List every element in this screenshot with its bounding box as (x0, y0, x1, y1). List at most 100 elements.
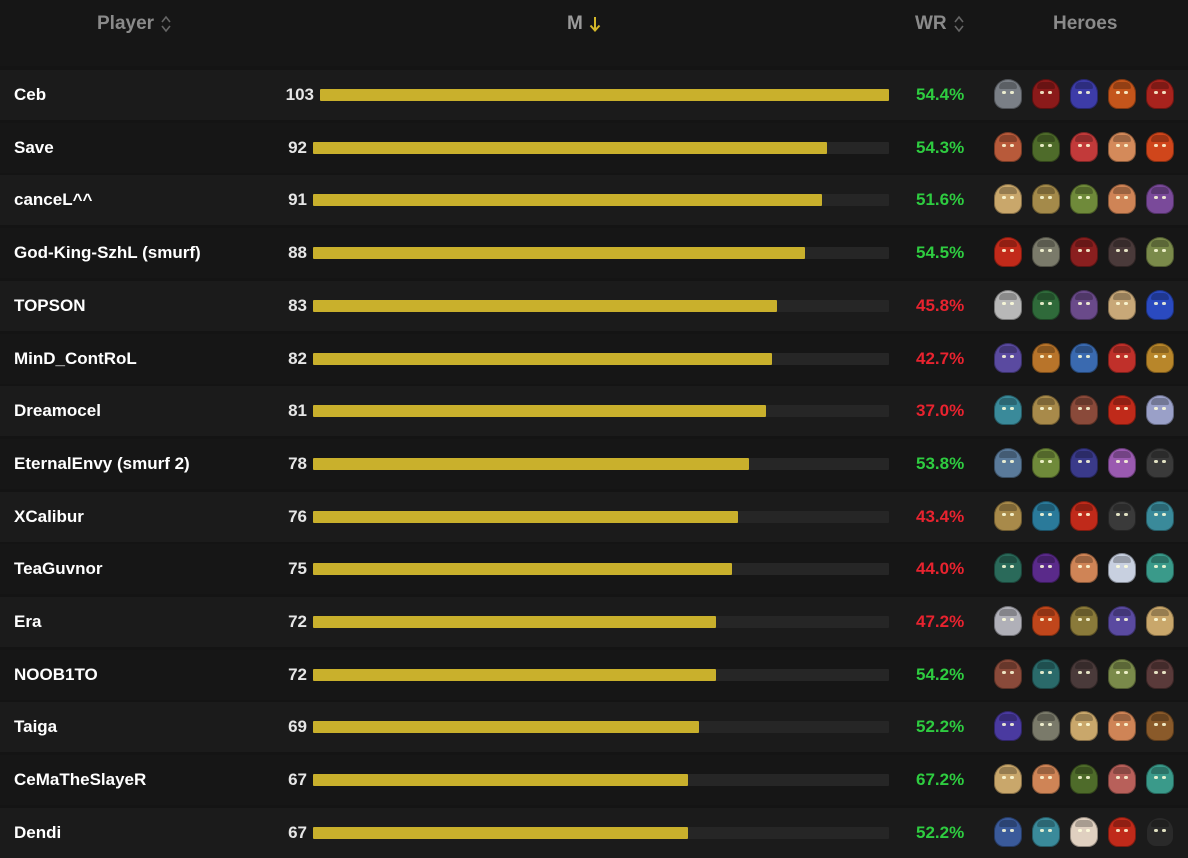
hero-icon[interactable] (1070, 343, 1098, 373)
hero-icon[interactable] (1070, 817, 1098, 847)
hero-icon[interactable] (994, 237, 1022, 267)
hero-icon[interactable] (1070, 132, 1098, 162)
hero-icon[interactable] (994, 553, 1022, 583)
hero-icon[interactable] (1146, 290, 1174, 320)
table-row[interactable]: Era 72 47.2% (0, 597, 1188, 647)
hero-icon[interactable] (1032, 606, 1060, 636)
hero-icon[interactable] (1032, 184, 1060, 214)
hero-icon[interactable] (1146, 501, 1174, 531)
hero-icon[interactable] (994, 501, 1022, 531)
player-name[interactable]: TOPSON (14, 296, 86, 315)
hero-icon[interactable] (1108, 764, 1136, 794)
table-row[interactable]: XCalibur 76 43.4% (0, 492, 1188, 542)
hero-icon[interactable] (1032, 343, 1060, 373)
hero-icon[interactable] (1108, 290, 1136, 320)
player-name[interactable]: canceL^^ (14, 190, 93, 209)
player-name[interactable]: NOOB1TO (14, 665, 98, 684)
player-name[interactable]: Save (14, 138, 54, 157)
hero-icon[interactable] (994, 659, 1022, 689)
hero-icon[interactable] (1146, 711, 1174, 741)
player-name[interactable]: TeaGuvnor (14, 559, 103, 578)
player-name[interactable]: EternalEnvy (smurf 2) (14, 454, 190, 473)
player-name[interactable]: God-King-SzhL (smurf) (14, 243, 201, 262)
column-header-matches[interactable]: M (567, 12, 601, 36)
hero-icon[interactable] (1070, 237, 1098, 267)
hero-icon[interactable] (1070, 553, 1098, 583)
hero-icon[interactable] (1108, 659, 1136, 689)
hero-icon[interactable] (1070, 448, 1098, 478)
hero-icon[interactable] (994, 764, 1022, 794)
hero-icon[interactable] (1146, 817, 1174, 847)
player-name[interactable]: Ceb (14, 85, 47, 104)
hero-icon[interactable] (1108, 79, 1136, 109)
hero-icon[interactable] (994, 395, 1022, 425)
hero-icon[interactable] (1070, 395, 1098, 425)
hero-icon[interactable] (1108, 501, 1136, 531)
hero-icon[interactable] (1108, 606, 1136, 636)
hero-icon[interactable] (1032, 501, 1060, 531)
hero-icon[interactable] (1032, 290, 1060, 320)
hero-icon[interactable] (994, 184, 1022, 214)
table-row[interactable]: TOPSON 83 45.8% (0, 281, 1188, 331)
player-name[interactable]: Dreamocel (14, 401, 101, 420)
hero-icon[interactable] (994, 290, 1022, 320)
hero-icon[interactable] (1146, 659, 1174, 689)
hero-icon[interactable] (1108, 448, 1136, 478)
table-row[interactable]: canceL^^ 91 51.6% (0, 175, 1188, 225)
hero-icon[interactable] (1070, 501, 1098, 531)
hero-icon[interactable] (1070, 659, 1098, 689)
hero-icon[interactable] (1146, 343, 1174, 373)
hero-icon[interactable] (994, 711, 1022, 741)
hero-icon[interactable] (1032, 659, 1060, 689)
hero-icon[interactable] (1070, 290, 1098, 320)
table-row[interactable]: NOOB1TO 72 54.2% (0, 650, 1188, 700)
player-name[interactable]: XCalibur (14, 507, 84, 526)
hero-icon[interactable] (1108, 553, 1136, 583)
hero-icon[interactable] (1146, 237, 1174, 267)
hero-icon[interactable] (1032, 79, 1060, 109)
hero-icon[interactable] (1032, 237, 1060, 267)
hero-icon[interactable] (1146, 606, 1174, 636)
table-row[interactable]: Dendi 67 52.2% (0, 808, 1188, 858)
table-row[interactable]: EternalEnvy (smurf 2) 78 53.8% (0, 439, 1188, 489)
hero-icon[interactable] (1108, 817, 1136, 847)
column-header-winrate[interactable]: WR (915, 12, 965, 36)
hero-icon[interactable] (994, 817, 1022, 847)
hero-icon[interactable] (1070, 711, 1098, 741)
hero-icon[interactable] (994, 448, 1022, 478)
hero-icon[interactable] (1032, 553, 1060, 583)
player-name[interactable]: Taiga (14, 717, 58, 736)
hero-icon[interactable] (1108, 711, 1136, 741)
table-row[interactable]: God-King-SzhL (smurf) 88 54.5% (0, 228, 1188, 278)
hero-icon[interactable] (1146, 553, 1174, 583)
table-row[interactable]: Dreamocel 81 37.0% (0, 386, 1188, 436)
hero-icon[interactable] (1032, 711, 1060, 741)
hero-icon[interactable] (994, 132, 1022, 162)
hero-icon[interactable] (1108, 237, 1136, 267)
hero-icon[interactable] (1032, 132, 1060, 162)
player-name[interactable]: Dendi (14, 823, 62, 842)
hero-icon[interactable] (1070, 79, 1098, 109)
hero-icon[interactable] (1070, 764, 1098, 794)
player-name[interactable]: CeMaTheSlayeR (14, 770, 147, 789)
hero-icon[interactable] (1146, 448, 1174, 478)
hero-icon[interactable] (1032, 395, 1060, 425)
table-row[interactable]: Taiga 69 52.2% (0, 702, 1188, 752)
table-row[interactable]: CeMaTheSlayeR 67 67.2% (0, 755, 1188, 805)
hero-icon[interactable] (1108, 184, 1136, 214)
hero-icon[interactable] (1032, 448, 1060, 478)
hero-icon[interactable] (1146, 132, 1174, 162)
table-row[interactable]: Ceb 103 54.4% (0, 70, 1188, 120)
hero-icon[interactable] (1108, 343, 1136, 373)
hero-icon[interactable] (1070, 184, 1098, 214)
table-row[interactable]: Save 92 54.3% (0, 123, 1188, 173)
hero-icon[interactable] (1070, 606, 1098, 636)
hero-icon[interactable] (1146, 184, 1174, 214)
hero-icon[interactable] (1108, 395, 1136, 425)
hero-icon[interactable] (1032, 817, 1060, 847)
hero-icon[interactable] (1108, 132, 1136, 162)
hero-icon[interactable] (1146, 764, 1174, 794)
hero-icon[interactable] (994, 79, 1022, 109)
column-header-player[interactable]: Player (97, 12, 172, 36)
player-name[interactable]: MinD_ContRoL (14, 349, 137, 368)
